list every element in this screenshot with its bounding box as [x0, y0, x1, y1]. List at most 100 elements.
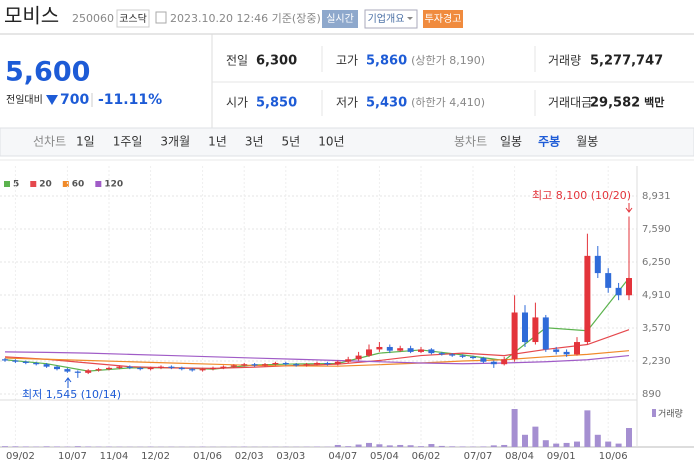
volume-bar — [376, 444, 383, 447]
volume-bar — [511, 409, 518, 447]
tab-group-label: 봉차트 — [454, 135, 487, 149]
market: 코스닥 — [119, 13, 147, 25]
volume-bar — [12, 446, 19, 447]
period-tab[interactable]: 3개월 — [160, 135, 190, 149]
candle-body — [137, 367, 144, 370]
volume-bar — [2, 446, 8, 447]
candle-body — [12, 360, 19, 362]
button-label: 투자경고 — [425, 12, 462, 25]
volume-bar — [43, 446, 50, 447]
field-note: (상한가 8,190) — [411, 54, 485, 67]
candle-body — [314, 362, 320, 365]
candle-body — [303, 364, 310, 366]
field-value: 5,860 — [366, 54, 407, 69]
field-label: 거래량 — [548, 54, 581, 68]
summary-table: 전일 6,300 고가 5,860 (상한가 8,190) 거래량 5,277,747 시가 5… — [226, 54, 664, 111]
period-tab[interactable]: 10년 — [318, 135, 344, 149]
x-tick-label: 10/07 — [58, 451, 87, 462]
volume-bar — [615, 443, 622, 447]
field-label: 전일 — [226, 54, 248, 68]
company-button[interactable] — [364, 9, 418, 29]
volume-bar — [397, 444, 404, 447]
x-tick-label: 09/02 — [6, 451, 35, 462]
volume-bar — [355, 444, 362, 447]
period-tab[interactable]: 5년 — [282, 135, 301, 149]
volume-bar — [501, 444, 508, 447]
stock-code: 250060 — [72, 12, 114, 25]
change: 700 — [60, 92, 89, 108]
volume-bar — [522, 434, 528, 447]
y-tick-label: 8,931 — [642, 191, 671, 202]
candle-body — [241, 364, 248, 366]
volume-bar — [345, 446, 352, 447]
candle-body — [511, 312, 518, 360]
legend-swatch — [652, 409, 656, 417]
market-badge — [116, 9, 150, 28]
candle-body — [376, 346, 383, 350]
candle-body — [594, 255, 601, 274]
volume-bar — [366, 442, 372, 447]
field-value: 29,582 — [590, 96, 640, 111]
period-tab[interactable]: 일봉 — [500, 135, 522, 149]
candle-body — [22, 361, 29, 363]
candle-body — [293, 364, 300, 366]
candle-body — [438, 353, 445, 355]
candle-body — [189, 369, 196, 371]
realtime-button[interactable] — [322, 10, 358, 28]
high-annotation: 최고 8,100 (10/20) — [532, 189, 631, 202]
candle-body — [418, 349, 424, 352]
candle-body — [220, 366, 227, 368]
chart: 5 20 60 120 890 2,230 3,570 4,910 6,250 7,590 8,93… — [0, 166, 694, 462]
button-label: 실시간 — [326, 13, 354, 25]
volume-bar — [449, 446, 456, 447]
period-tab[interactable]: 1일 — [76, 135, 95, 149]
button-label: 기업개요 — [368, 12, 405, 25]
candle-body — [386, 346, 393, 351]
volume-bar — [22, 446, 29, 447]
candle-body — [178, 367, 185, 370]
candle-body — [282, 362, 289, 365]
volume-bar — [407, 445, 414, 447]
candle-body — [355, 355, 362, 360]
current-price: 5,600 — [5, 57, 90, 88]
y-tick-label: 6,250 — [642, 257, 671, 268]
period-tab[interactable]: 주봉 — [538, 135, 560, 149]
x-tick-label: 08/04 — [505, 451, 534, 462]
candle-body — [522, 312, 528, 343]
field-unit: 백만 — [644, 95, 664, 109]
x-tick-label: 06/02 — [412, 451, 441, 462]
field-value: 6,300 — [256, 54, 297, 69]
warning-badge[interactable] — [423, 10, 463, 28]
candle-body — [116, 366, 123, 368]
y-tick-label: 7,590 — [642, 224, 671, 235]
x-tick-label: 09/01 — [547, 451, 576, 462]
volume-bar — [542, 440, 549, 447]
x-tick-label: 01/06 — [193, 451, 222, 462]
x-tick-label: 07/07 — [464, 451, 493, 462]
candle-body — [168, 366, 175, 368]
change-label: 전일대비 — [6, 94, 43, 106]
period-tab[interactable]: 월봉 — [576, 135, 598, 149]
volume-bar — [54, 446, 60, 447]
volume-bar — [334, 444, 341, 447]
calendar-icon — [155, 11, 167, 24]
legend-label: 20 — [39, 180, 52, 190]
period-tab[interactable]: 3년 — [245, 135, 264, 149]
high-arrow — [625, 203, 633, 213]
period-tab[interactable]: 1년 — [208, 135, 227, 149]
candle-body — [33, 362, 40, 365]
x-tick-label: 11/04 — [100, 451, 129, 462]
candle-body — [563, 351, 570, 355]
legend-label: 5 — [13, 180, 19, 190]
candle-body — [272, 362, 279, 365]
candle-body — [74, 371, 81, 373]
period-tab[interactable]: 1주일 — [113, 135, 143, 149]
candle-body — [95, 369, 102, 371]
candle-body — [553, 349, 560, 352]
candle-body — [2, 359, 8, 361]
volume-bar — [386, 445, 393, 447]
change-rate: -11.11% — [98, 92, 162, 108]
legend-label: 120 — [104, 180, 123, 190]
field-value: 5,430 — [366, 96, 407, 111]
